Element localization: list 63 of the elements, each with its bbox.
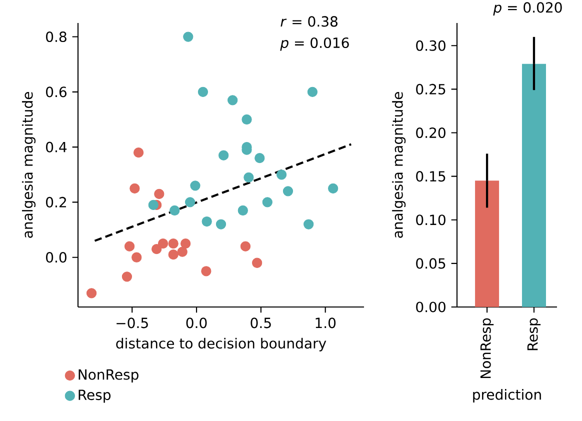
point [304,219,314,230]
point [198,86,208,97]
x-tick-label: NonResp [480,318,494,378]
y-tick-label: 0.15 [416,171,446,182]
y-tick-label: 0.2 [46,196,66,208]
point [168,238,178,249]
point [154,188,164,200]
legend-label: Resp [78,390,111,403]
y-tick-label: 0.6 [46,86,66,98]
point [282,186,294,196]
point [190,180,200,191]
point [132,252,142,262]
x-tick-label: 1.0 [316,318,336,328]
point [202,216,212,227]
point [240,241,251,252]
text: p = 0.020 [493,2,562,16]
point [122,272,132,282]
point [244,172,254,182]
point [216,219,226,230]
x-tick-label: 0.0 [186,318,207,328]
x-tick-label: 0.5 [250,318,271,328]
point [218,150,229,160]
point [276,170,287,180]
x-axis-title: distance to decision boundary [116,338,326,352]
point [262,197,272,208]
annotation: p = 0.016 [280,37,349,51]
point [228,95,238,106]
point [133,148,144,158]
y-tick-label: 0.20 [416,127,446,138]
x-tick-label: Resp [527,318,541,350]
point [201,266,212,276]
point [185,197,196,208]
y-tick-label: 0.4 [46,142,67,152]
point [86,288,97,298]
point [177,246,188,257]
point [168,250,178,260]
point [152,244,162,254]
point [254,153,265,164]
y-axis-title: analgesia magnitude [392,92,406,238]
point [170,205,180,216]
y-axis-title: analgesia magnitude [22,92,36,238]
point [328,183,338,194]
point [183,32,194,42]
y-tick-label: 0.30 [416,40,446,51]
point [238,205,248,216]
y-tick-label: 0.00 [416,302,446,312]
y-tick-label: 0.10 [416,214,446,226]
x-tick-label: −0.5 [116,318,148,328]
point [148,200,158,210]
y-tick-label: 0.8 [46,31,66,42]
x-axis-title: prediction [473,389,541,403]
legend-label: NonResp [78,369,138,382]
point [307,86,318,97]
point [252,258,262,268]
point [130,183,140,194]
annotation: r = 0.38 [280,16,338,27]
y-tick-label: 0.05 [416,258,446,269]
y-tick-label: 0.25 [416,84,446,94]
point [158,238,168,249]
point [242,114,252,125]
point [124,241,135,252]
y-tick-label: 0.0 [46,252,66,263]
point [180,238,191,249]
